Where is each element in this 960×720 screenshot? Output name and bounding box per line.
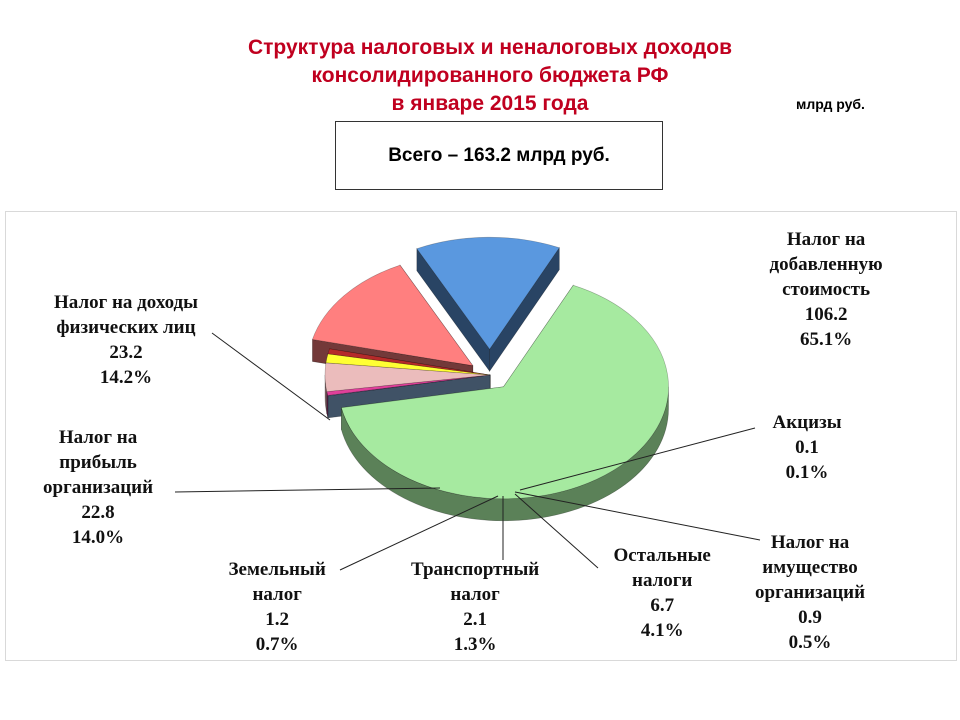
slice-percent: 14.2% xyxy=(99,367,153,388)
total-text: Всего – 163.2 млрд руб. xyxy=(388,144,610,166)
slice-label-text: Налог на доходы xyxy=(54,292,198,313)
slice-value: 22.8 xyxy=(81,502,115,523)
slice-percent: 0.5% xyxy=(788,632,832,653)
title-line-1: Структура налоговых и неналоговых доходо… xyxy=(247,36,733,59)
leader-line xyxy=(514,491,761,541)
slice-label-text: налог xyxy=(252,584,302,605)
pie-slice xyxy=(324,362,491,392)
title-line-3: в январе 2015 года xyxy=(391,92,589,115)
slice-value: 1.2 xyxy=(265,609,290,630)
slice-label: Налог на добавленную стоимость 106.2 65.1% xyxy=(770,227,883,352)
slice-label-text: Земельный xyxy=(228,559,326,580)
slice-percent: 65.1% xyxy=(799,329,853,350)
slice-label: Транспортный налог 2.1 1.3% xyxy=(411,557,539,657)
slice-label-text: Налог на xyxy=(58,427,138,448)
slice-label-text: налог xyxy=(450,584,500,605)
pie-slice xyxy=(341,284,669,500)
slice-label: Земельный налог 1.2 0.7% xyxy=(229,557,326,657)
slice-label-text: прибыль xyxy=(59,452,137,473)
total-box: Всего – 163.2 млрд руб. xyxy=(335,121,663,190)
pie-slice xyxy=(312,264,474,367)
title-line-2: консолидированного бюджета РФ xyxy=(311,64,669,87)
slice-label-text: налоги xyxy=(632,570,693,591)
plot-area xyxy=(5,211,957,661)
slice-label: Акцизы 0.1 0.1% xyxy=(773,410,842,485)
pie-slice xyxy=(325,353,491,376)
slice-label: Налог на имущество организаций 0.9 0.5% xyxy=(755,530,865,655)
slice-percent: 4.1% xyxy=(640,620,684,641)
pie-slice xyxy=(416,236,560,350)
pie-slice xyxy=(327,348,491,376)
pie-slice xyxy=(327,374,491,397)
slice-label: Налог на прибыль организаций 22.8 14.0% xyxy=(43,425,153,550)
slice-label: Налог на доходы физических лиц 23.2 14.2% xyxy=(54,290,198,390)
slice-value: 2.1 xyxy=(463,609,487,630)
slice-value: 6.7 xyxy=(650,595,675,616)
slice-value: 106.2 xyxy=(804,304,848,325)
slice-label-text: Налог на xyxy=(770,532,850,553)
slice-percent: 14.0% xyxy=(71,527,125,548)
pie-slice xyxy=(326,374,491,396)
slice-label: Остальные налоги 6.7 4.1% xyxy=(614,543,711,643)
slice-label-text: физических лиц xyxy=(56,317,196,338)
slice-label-text: Налог на xyxy=(786,229,866,250)
leader-line xyxy=(174,487,441,493)
slice-label-text: стоимость xyxy=(782,279,871,300)
unit-label: млрд руб. xyxy=(796,96,865,112)
slice-value: 0.9 xyxy=(798,607,822,628)
leader-line xyxy=(211,332,331,421)
slice-percent: 0.7% xyxy=(255,634,299,655)
slice-label-text: Остальные xyxy=(613,545,711,566)
slice-label-text: организаций xyxy=(43,477,154,498)
slice-percent: 1.3% xyxy=(453,634,497,655)
slice-label-text: организаций xyxy=(755,582,866,603)
chart-title: Структура налоговых и неналоговых доходо… xyxy=(190,34,790,118)
leader-line xyxy=(339,495,499,571)
slice-label-text: имущество xyxy=(762,557,858,578)
slice-label-text: Акцизы xyxy=(772,412,842,433)
slice-label-text: Транспортный xyxy=(411,559,540,580)
slice-percent: 0.1% xyxy=(785,462,829,483)
slice-label-text: добавленную xyxy=(769,254,883,275)
pie-slice-side xyxy=(489,246,560,373)
leader-line xyxy=(514,493,599,569)
slice-value: 23.2 xyxy=(109,342,143,363)
slice-value: 0.1 xyxy=(795,437,819,458)
leader-line xyxy=(519,427,756,491)
